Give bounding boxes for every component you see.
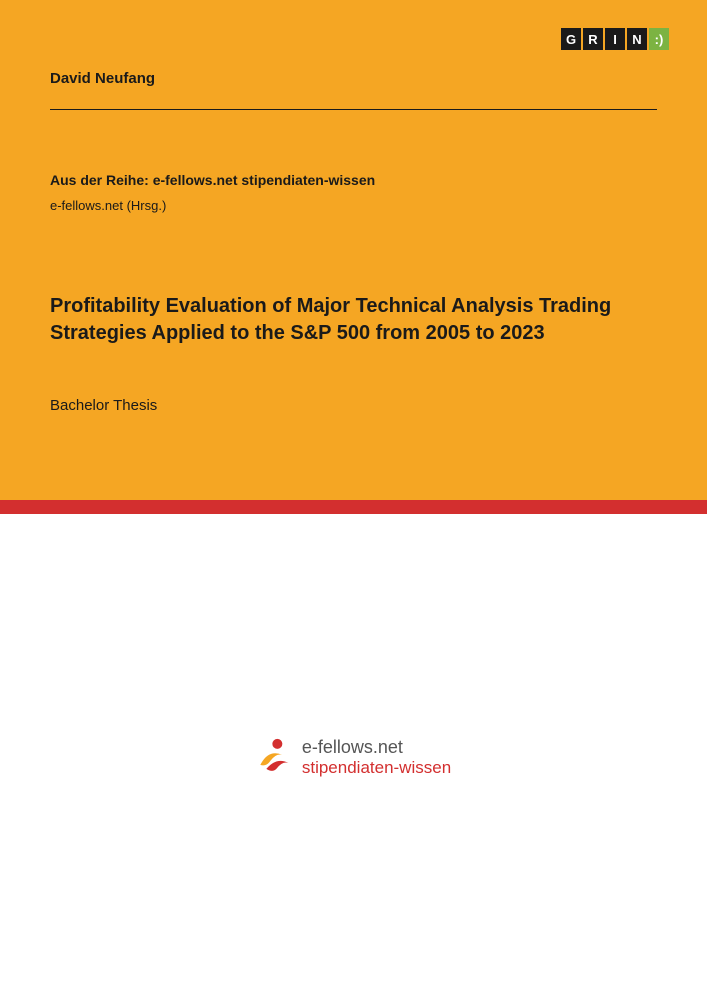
efellows-line2: stipendiaten-wissen bbox=[302, 758, 451, 778]
document-title: Profitability Evaluation of Major Techni… bbox=[50, 293, 657, 347]
efellows-logo: e-fellows.net stipendiaten-wissen bbox=[256, 737, 451, 777]
accent-bar bbox=[0, 500, 707, 514]
efellows-line1: e-fellows.net bbox=[302, 737, 451, 758]
series-label: Aus der Reihe: e-fellows.net stipendiate… bbox=[50, 172, 657, 188]
efellows-logo-text: e-fellows.net stipendiaten-wissen bbox=[302, 737, 451, 777]
logo-letter-r: R bbox=[583, 28, 603, 50]
logo-letter-g: G bbox=[561, 28, 581, 50]
divider-line bbox=[50, 109, 657, 110]
series-editor: e-fellows.net (Hrsg.) bbox=[50, 198, 657, 213]
cover-top-section: G R I N :) David Neufang Aus der Reihe: … bbox=[0, 0, 707, 500]
cover-bottom-section: e-fellows.net stipendiaten-wissen bbox=[0, 514, 707, 1000]
swoosh-icon bbox=[258, 747, 292, 775]
logo-smiley-icon: :) bbox=[649, 28, 669, 50]
efellows-icon bbox=[256, 739, 292, 775]
publisher-logo: G R I N :) bbox=[561, 28, 669, 50]
logo-letter-n: N bbox=[627, 28, 647, 50]
document-type: Bachelor Thesis bbox=[50, 397, 657, 414]
author-name: David Neufang bbox=[50, 70, 657, 87]
logo-letter-i: I bbox=[605, 28, 625, 50]
